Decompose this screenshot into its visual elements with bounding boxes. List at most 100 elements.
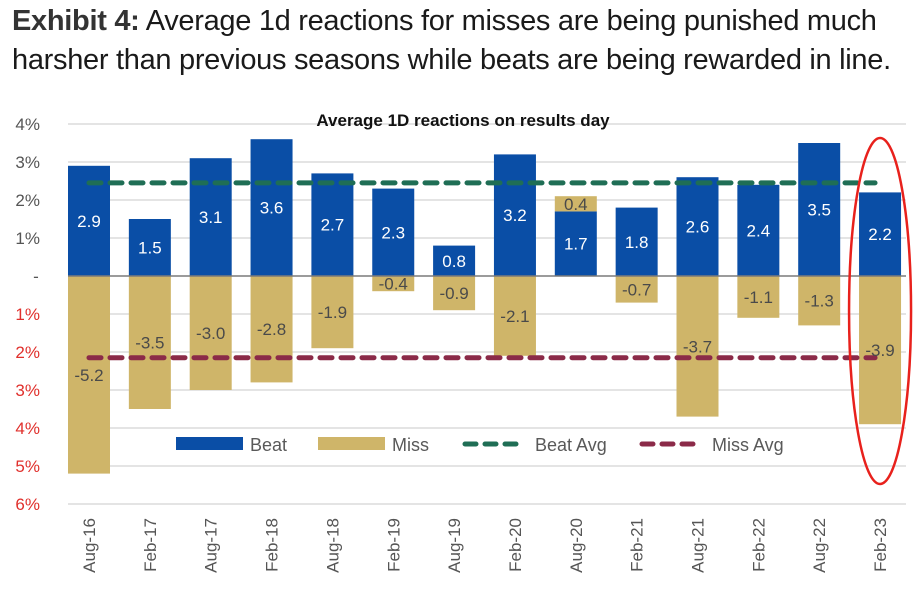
average-lines xyxy=(86,180,878,361)
miss-bar xyxy=(493,276,536,356)
beat-data-label: 3.6 xyxy=(260,199,284,218)
beat-data-label: 3.1 xyxy=(199,208,223,227)
beat-data-label: 1.7 xyxy=(564,235,588,254)
miss-data-label: -0.4 xyxy=(379,275,408,294)
beat-data-label: 2.6 xyxy=(686,218,710,237)
y-tick-label: 3% xyxy=(15,153,40,172)
bars xyxy=(68,139,902,474)
miss-data-label: -3.5 xyxy=(135,334,164,353)
beat-bar xyxy=(493,154,536,276)
miss-bar xyxy=(433,276,476,311)
beat-data-label: 2.2 xyxy=(868,225,892,244)
y-tick-label: 1% xyxy=(15,305,40,324)
legend-item: Miss xyxy=(318,435,429,455)
beat-bar xyxy=(554,211,597,276)
beat-data-label: 1.5 xyxy=(138,239,162,258)
beat-bar xyxy=(615,207,658,276)
miss-data-label: -3.7 xyxy=(683,337,712,356)
x-tick-label: Aug-16 xyxy=(80,518,99,573)
data-labels: 2.9 -5.2 1.5 -3.5 3.1 -3.0 3.6 -2.8 2.7 -1.9 2.3 -0… xyxy=(74,195,894,385)
x-tick-label: Feb-23 xyxy=(871,518,890,572)
beat-bar xyxy=(189,158,232,276)
highlight-ellipse xyxy=(847,136,913,486)
x-tick-label: Aug-20 xyxy=(567,518,586,573)
x-axis-ticks: Aug-16 Feb-17 Aug-17 Feb-18 Aug-18 Feb-19 Aug-… xyxy=(80,518,890,573)
beat-data-label: 2.9 xyxy=(77,212,101,231)
exhibit-label: Exhibit 4: xyxy=(12,5,140,37)
miss-data-label: -0.7 xyxy=(622,280,651,299)
annotations xyxy=(847,136,913,486)
x-tick-label: Aug-22 xyxy=(810,518,829,573)
beat-bar xyxy=(128,219,171,276)
y-tick-label: 4% xyxy=(15,419,40,438)
miss-data-label: -5.2 xyxy=(74,366,103,385)
miss-bar xyxy=(68,276,110,474)
y-tick-label: 5% xyxy=(15,457,40,476)
y-tick-label: 6% xyxy=(15,495,40,514)
x-tick-label: Feb-19 xyxy=(384,518,403,572)
legend: Beat Miss Beat Avg Miss Avg xyxy=(176,435,784,455)
legend-item: Beat Avg xyxy=(462,435,607,455)
beat-data-label: 2.3 xyxy=(381,223,405,242)
exhibit-headline: Exhibit 4: Average 1d reactions for miss… xyxy=(12,2,917,80)
y-tick-label: 1% xyxy=(15,229,40,248)
x-tick-label: Feb-18 xyxy=(263,518,282,572)
legend-label: Beat xyxy=(250,435,287,455)
y-tick-label: 4% xyxy=(15,115,40,134)
miss-bar xyxy=(554,196,597,212)
miss-data-label: -3.9 xyxy=(865,341,894,360)
beat-bar xyxy=(311,173,354,276)
legend-label: Miss xyxy=(392,435,429,455)
miss-data-label: -2.1 xyxy=(500,307,529,326)
legend-label: Beat Avg xyxy=(535,435,607,455)
y-tick-label: 3% xyxy=(15,381,40,400)
legend-item: Beat xyxy=(176,435,287,455)
y-tick-label: 2% xyxy=(15,191,40,210)
legend-label: Miss Avg xyxy=(712,435,784,455)
miss-bar xyxy=(798,276,841,326)
beat-bar xyxy=(676,177,719,276)
beat-data-label: 1.8 xyxy=(625,233,649,252)
x-tick-label: Feb-22 xyxy=(749,518,768,572)
legend-swatch xyxy=(176,437,243,450)
miss-bar xyxy=(859,276,902,425)
miss-bar xyxy=(372,276,415,292)
beat-data-label: 2.4 xyxy=(747,221,771,240)
miss-bar xyxy=(189,276,232,390)
x-tick-label: Feb-21 xyxy=(628,518,647,572)
miss-bar xyxy=(250,276,293,383)
x-tick-label: Aug-21 xyxy=(689,518,708,573)
miss-bar xyxy=(676,276,719,417)
miss-data-label: -1.1 xyxy=(744,288,773,307)
beat-bar xyxy=(737,184,780,276)
legend-swatch xyxy=(318,437,385,450)
beat-data-label: 2.7 xyxy=(321,216,345,235)
x-tick-label: Feb-17 xyxy=(141,518,160,572)
miss-data-label: -0.9 xyxy=(439,284,468,303)
headline-text: Average 1d reactions for misses are bein… xyxy=(12,5,891,76)
miss-data-label: -2.8 xyxy=(257,320,286,339)
beat-bar xyxy=(859,192,902,276)
miss-bar xyxy=(311,276,354,349)
legend-item: Miss Avg xyxy=(639,435,784,455)
y-tick-label: 2% xyxy=(15,343,40,362)
beat-bar xyxy=(433,245,476,276)
beat-bar xyxy=(372,188,415,276)
beat-bar xyxy=(250,139,293,276)
beat-data-label: 3.2 xyxy=(503,206,527,225)
y-axis-ticks: 4% 3% 2% 1% - 1% 2% 3% 4% 5% 6% xyxy=(15,115,40,514)
x-tick-label: Aug-17 xyxy=(202,518,221,573)
x-tick-label: Feb-20 xyxy=(506,518,525,572)
x-tick-label: Aug-18 xyxy=(323,518,342,573)
miss-bar xyxy=(128,276,171,409)
y-tick-label: - xyxy=(33,267,39,286)
miss-data-label: -3.0 xyxy=(196,324,225,343)
miss-bar xyxy=(615,276,658,303)
beat-data-label: 3.5 xyxy=(807,201,831,220)
chart-title: Average 1D reactions on results day xyxy=(316,111,610,130)
miss-data-label: 0.4 xyxy=(564,195,588,214)
miss-bar xyxy=(737,276,780,318)
miss-data-label: -1.3 xyxy=(805,292,834,311)
beat-data-label: 0.8 xyxy=(442,252,466,271)
x-tick-label: Aug-19 xyxy=(445,518,464,573)
